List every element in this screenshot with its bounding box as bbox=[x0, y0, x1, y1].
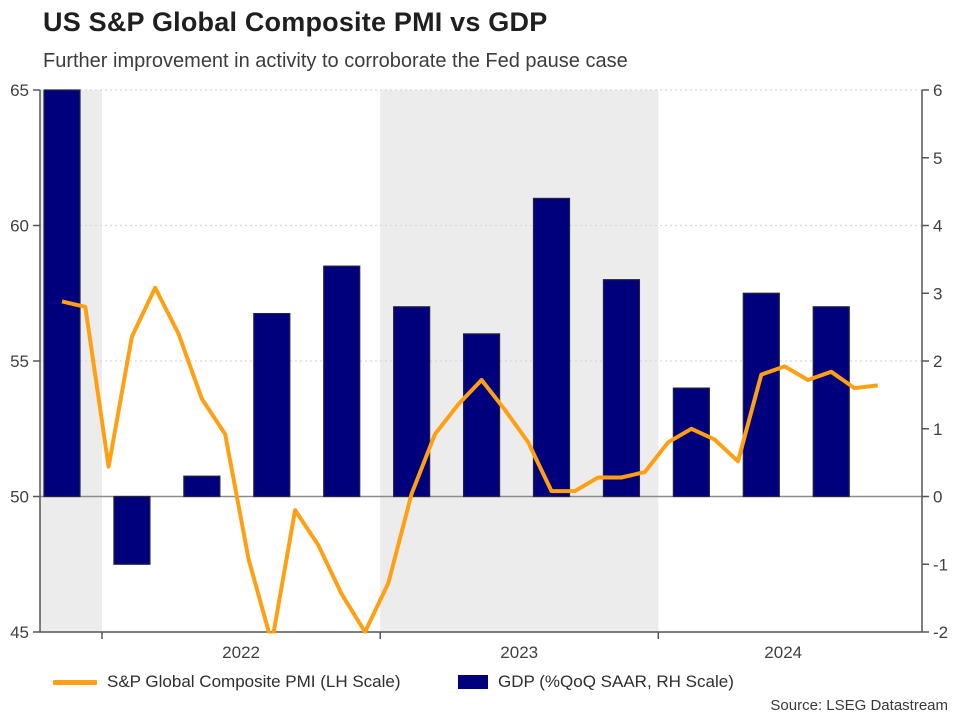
pmi-line bbox=[61, 285, 879, 634]
legend-label-pmi: S&P Global Composite PMI (LH Scale) bbox=[107, 672, 401, 691]
gdp-bar bbox=[812, 306, 850, 498]
x-axis-year-label: 2022 bbox=[222, 643, 260, 662]
right-axis-tick-label: -1 bbox=[933, 555, 948, 574]
right-axis-tick-label: 0 bbox=[933, 488, 942, 507]
right-axis-tick-label: 5 bbox=[933, 149, 942, 168]
x-axis-year-label: 2023 bbox=[500, 643, 538, 662]
left-axis-tick-label: 65 bbox=[10, 81, 29, 100]
gdp-bar bbox=[532, 197, 571, 498]
gdp-bar bbox=[43, 89, 81, 498]
x-axis-year-label: 2024 bbox=[764, 643, 802, 662]
right-axis-tick-label: 2 bbox=[933, 352, 942, 371]
chart-title: US S&P Global Composite PMI vs GDP bbox=[43, 7, 548, 37]
gdp-bar bbox=[672, 387, 710, 498]
right-axis-tick-label: -2 bbox=[933, 623, 948, 642]
right-axis-tick-label: 3 bbox=[933, 284, 942, 303]
left-axis-tick-label: 45 bbox=[10, 623, 29, 642]
gdp-bar bbox=[462, 333, 501, 498]
gdp-bar bbox=[323, 265, 361, 498]
gdp-bar-swatch-icon bbox=[458, 675, 488, 689]
left-axis-tick-label: 60 bbox=[10, 217, 29, 236]
right-axis-tick-label: 1 bbox=[933, 420, 942, 439]
gdp-bar bbox=[113, 495, 151, 565]
gdp-bar bbox=[393, 306, 431, 498]
legend-label-gdp: GDP (%QoQ SAAR, RH Scale) bbox=[498, 672, 734, 691]
right-axis-tick-label: 4 bbox=[933, 217, 942, 236]
source-note: Source: LSEG Datastream bbox=[770, 697, 948, 714]
gdp-bar bbox=[253, 312, 291, 498]
gdp-bar bbox=[183, 475, 221, 498]
right-axis-tick-label: 6 bbox=[933, 81, 942, 100]
chart-subtitle: Further improvement in activity to corro… bbox=[43, 50, 628, 72]
gdp-bar bbox=[742, 292, 780, 498]
legend-item-pmi: S&P Global Composite PMI (LH Scale) bbox=[53, 671, 401, 693]
gdp-bar bbox=[602, 279, 641, 498]
pmi-line-swatch-icon bbox=[53, 679, 97, 685]
left-axis-tick-label: 50 bbox=[10, 488, 29, 507]
legend-item-gdp: GDP (%QoQ SAAR, RH Scale) bbox=[458, 671, 734, 693]
left-axis-tick-label: 55 bbox=[10, 352, 29, 371]
